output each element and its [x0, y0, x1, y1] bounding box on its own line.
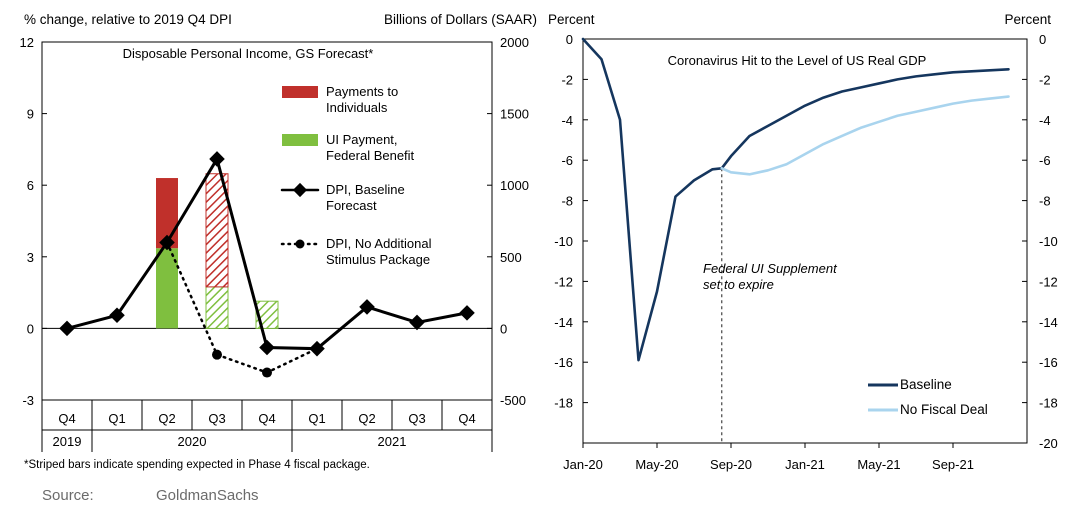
line-baseline [581, 37, 1010, 362]
right-y-tick-label: 2000 [500, 35, 529, 50]
right-y-tick-label: 0 [500, 321, 507, 336]
x-tick-label: May-20 [635, 457, 678, 472]
x-tick-label: Q2 [158, 411, 175, 426]
x-tick-label: Q4 [58, 411, 75, 426]
source-label: Source: [42, 487, 94, 504]
legend-swatch-payments-to-individuals [282, 86, 318, 98]
point-dpi-no-additional-stimulus-package [262, 367, 272, 378]
x-tick-label: May-21 [857, 457, 900, 472]
legend-marker [292, 182, 308, 198]
x-tick-label: Q4 [258, 411, 275, 426]
left-axis-title: Percent [548, 12, 595, 27]
expiry-annotation: Federal UI Supplement set to expire [703, 261, 838, 292]
source-value: GoldmanSachs [156, 487, 259, 504]
x-tick-label: Sep-21 [932, 457, 974, 472]
legend-label-no-fiscal-deal: No Fiscal Deal [900, 402, 988, 417]
right-y-tick-label: -10 [1039, 234, 1058, 249]
x-tick-label: Q1 [108, 411, 125, 426]
right-y-tick-label: -4 [1039, 113, 1051, 128]
right-y-tick-label: 1000 [500, 178, 529, 193]
left-y-tick-label: -3 [22, 393, 34, 408]
point-dpi-no-additional-stimulus-package [312, 343, 322, 354]
footnote: *Striped bars indicate spending expected… [24, 459, 370, 471]
right-y-tick-label: -18 [1039, 396, 1058, 411]
point-dpi-baseline-forecast [459, 305, 475, 321]
plot-frame [41, 41, 493, 401]
x-tick-label: Q4 [458, 411, 475, 426]
left-y-tick-label: 9 [27, 107, 34, 122]
left-y-tick-label: 0 [27, 321, 34, 336]
left-y-tick-label: 0 [566, 32, 573, 47]
left-y-tick-label: -10 [554, 234, 573, 249]
right-axis-title: Billions of Dollars (SAAR) [384, 12, 537, 27]
left-y-tick-label: 3 [27, 250, 34, 265]
year-label: 2020 [178, 434, 207, 449]
legend-label-ui-payment-federal-benefit: UI Payment, Federal Benefit [326, 132, 415, 163]
right-y-tick-label: -16 [1039, 355, 1058, 370]
right-y-tick-label: -2 [1039, 72, 1051, 87]
dpi-chart: -3 0 3 6 9 12 -500 0 500 1000 1500 2000 % change, re… [20, 12, 537, 471]
left-y-tick-label: 12 [20, 35, 34, 50]
legend-label-payments-to-individuals: Payments to Individuals [326, 84, 398, 115]
right-y-tick-label: 1500 [500, 107, 529, 122]
left-y-tick-label: 6 [27, 178, 34, 193]
chart-title: Disposable Personal Income, GS Forecast* [123, 46, 374, 61]
gdp-chart: -18-16-14-12-10-8-6-4-20-20-18-16-14-12-… [548, 12, 1058, 472]
bar-ui-payment-federal-benefit [205, 286, 229, 329]
legend-label-baseline: Baseline [900, 377, 952, 392]
right-y-tick-label: -8 [1039, 194, 1051, 209]
point-dpi-baseline-forecast [59, 320, 75, 337]
x-tick-label: Q1 [308, 411, 325, 426]
x-tick-label: Q3 [408, 411, 425, 426]
left-axis-title: % change, relative to 2019 Q4 DPI [24, 12, 232, 27]
legend-swatch-ui-payment-federal-benefit [282, 134, 318, 146]
point-dpi-no-additional-stimulus-package [162, 237, 172, 248]
plot-frame [582, 38, 1028, 444]
left-y-tick-label: -14 [554, 315, 573, 330]
right-y-tick-label: -500 [500, 393, 526, 408]
left-y-tick-label: -12 [554, 274, 573, 289]
left-y-tick-label: -6 [561, 153, 573, 168]
x-tick-label: Q2 [358, 411, 375, 426]
right-y-tick-label: 0 [1039, 32, 1046, 47]
left-y-tick-label: -16 [554, 355, 573, 370]
year-label: 2021 [378, 434, 407, 449]
x-tick-label: Jan-20 [563, 457, 603, 472]
right-y-tick-label: 500 [500, 250, 522, 265]
x-tick-label: Sep-20 [710, 457, 752, 472]
year-label: 2019 [53, 434, 82, 449]
point-dpi-no-additional-stimulus-package [212, 349, 222, 360]
x-tick-label: Q3 [208, 411, 225, 426]
right-y-tick-label: -20 [1039, 436, 1058, 451]
right-y-tick-label: -14 [1039, 315, 1058, 330]
legend-label-dpi-no-additional-stimulus-package: DPI, No Additional Stimulus Package [326, 236, 432, 267]
x-tick-label: Jan-21 [785, 457, 825, 472]
point-dpi-baseline-forecast [209, 151, 225, 167]
point-dpi-baseline-forecast [259, 339, 275, 356]
left-y-tick-label: -8 [561, 194, 573, 209]
legend-marker [295, 239, 305, 249]
left-y-tick-label: -2 [561, 72, 573, 87]
bar-ui-payment-federal-benefit [156, 248, 178, 329]
right-axis-title: Percent [1004, 12, 1051, 27]
point-dpi-baseline-forecast [409, 314, 425, 331]
line-no-fiscal-deal [720, 95, 1010, 176]
left-y-tick-label: -18 [554, 396, 573, 411]
line-dpi-no-additional-stimulus-package [165, 241, 319, 374]
right-y-tick-label: -6 [1039, 153, 1051, 168]
left-y-tick-label: -4 [561, 113, 573, 128]
chart-title: Coronavirus Hit to the Level of US Real … [668, 53, 927, 68]
right-y-tick-label: -12 [1039, 274, 1058, 289]
legend-label-dpi-baseline-forecast: DPI, Baseline Forecast [326, 182, 405, 213]
bar-payments-to-individuals [205, 173, 229, 288]
